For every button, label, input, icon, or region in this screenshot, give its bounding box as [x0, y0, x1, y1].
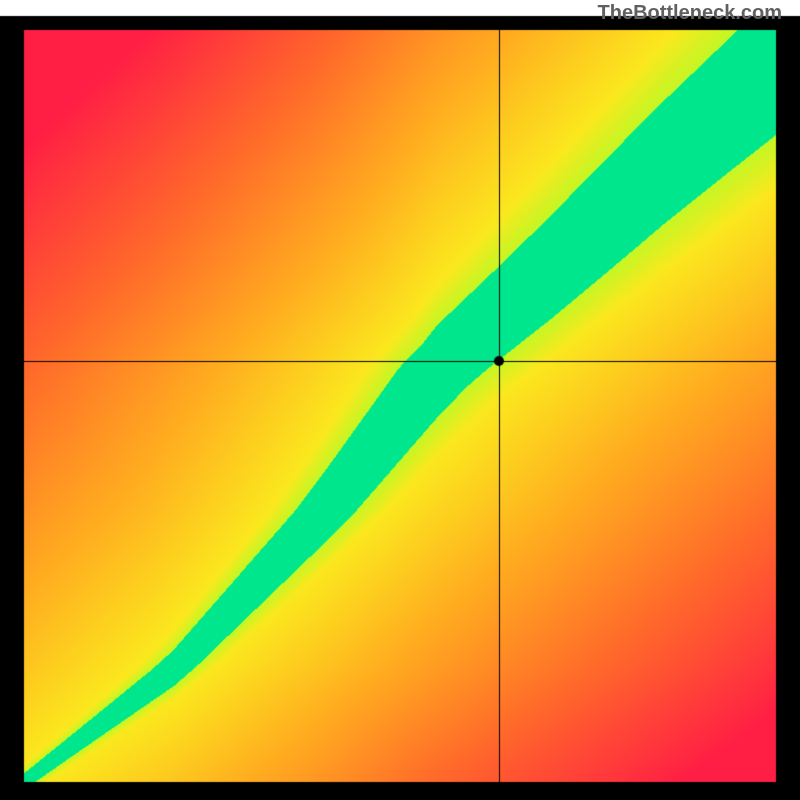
heatmap-canvas	[0, 0, 800, 800]
attribution-label: TheBottleneck.com	[598, 2, 782, 25]
figure-container: TheBottleneck.com	[0, 0, 800, 800]
